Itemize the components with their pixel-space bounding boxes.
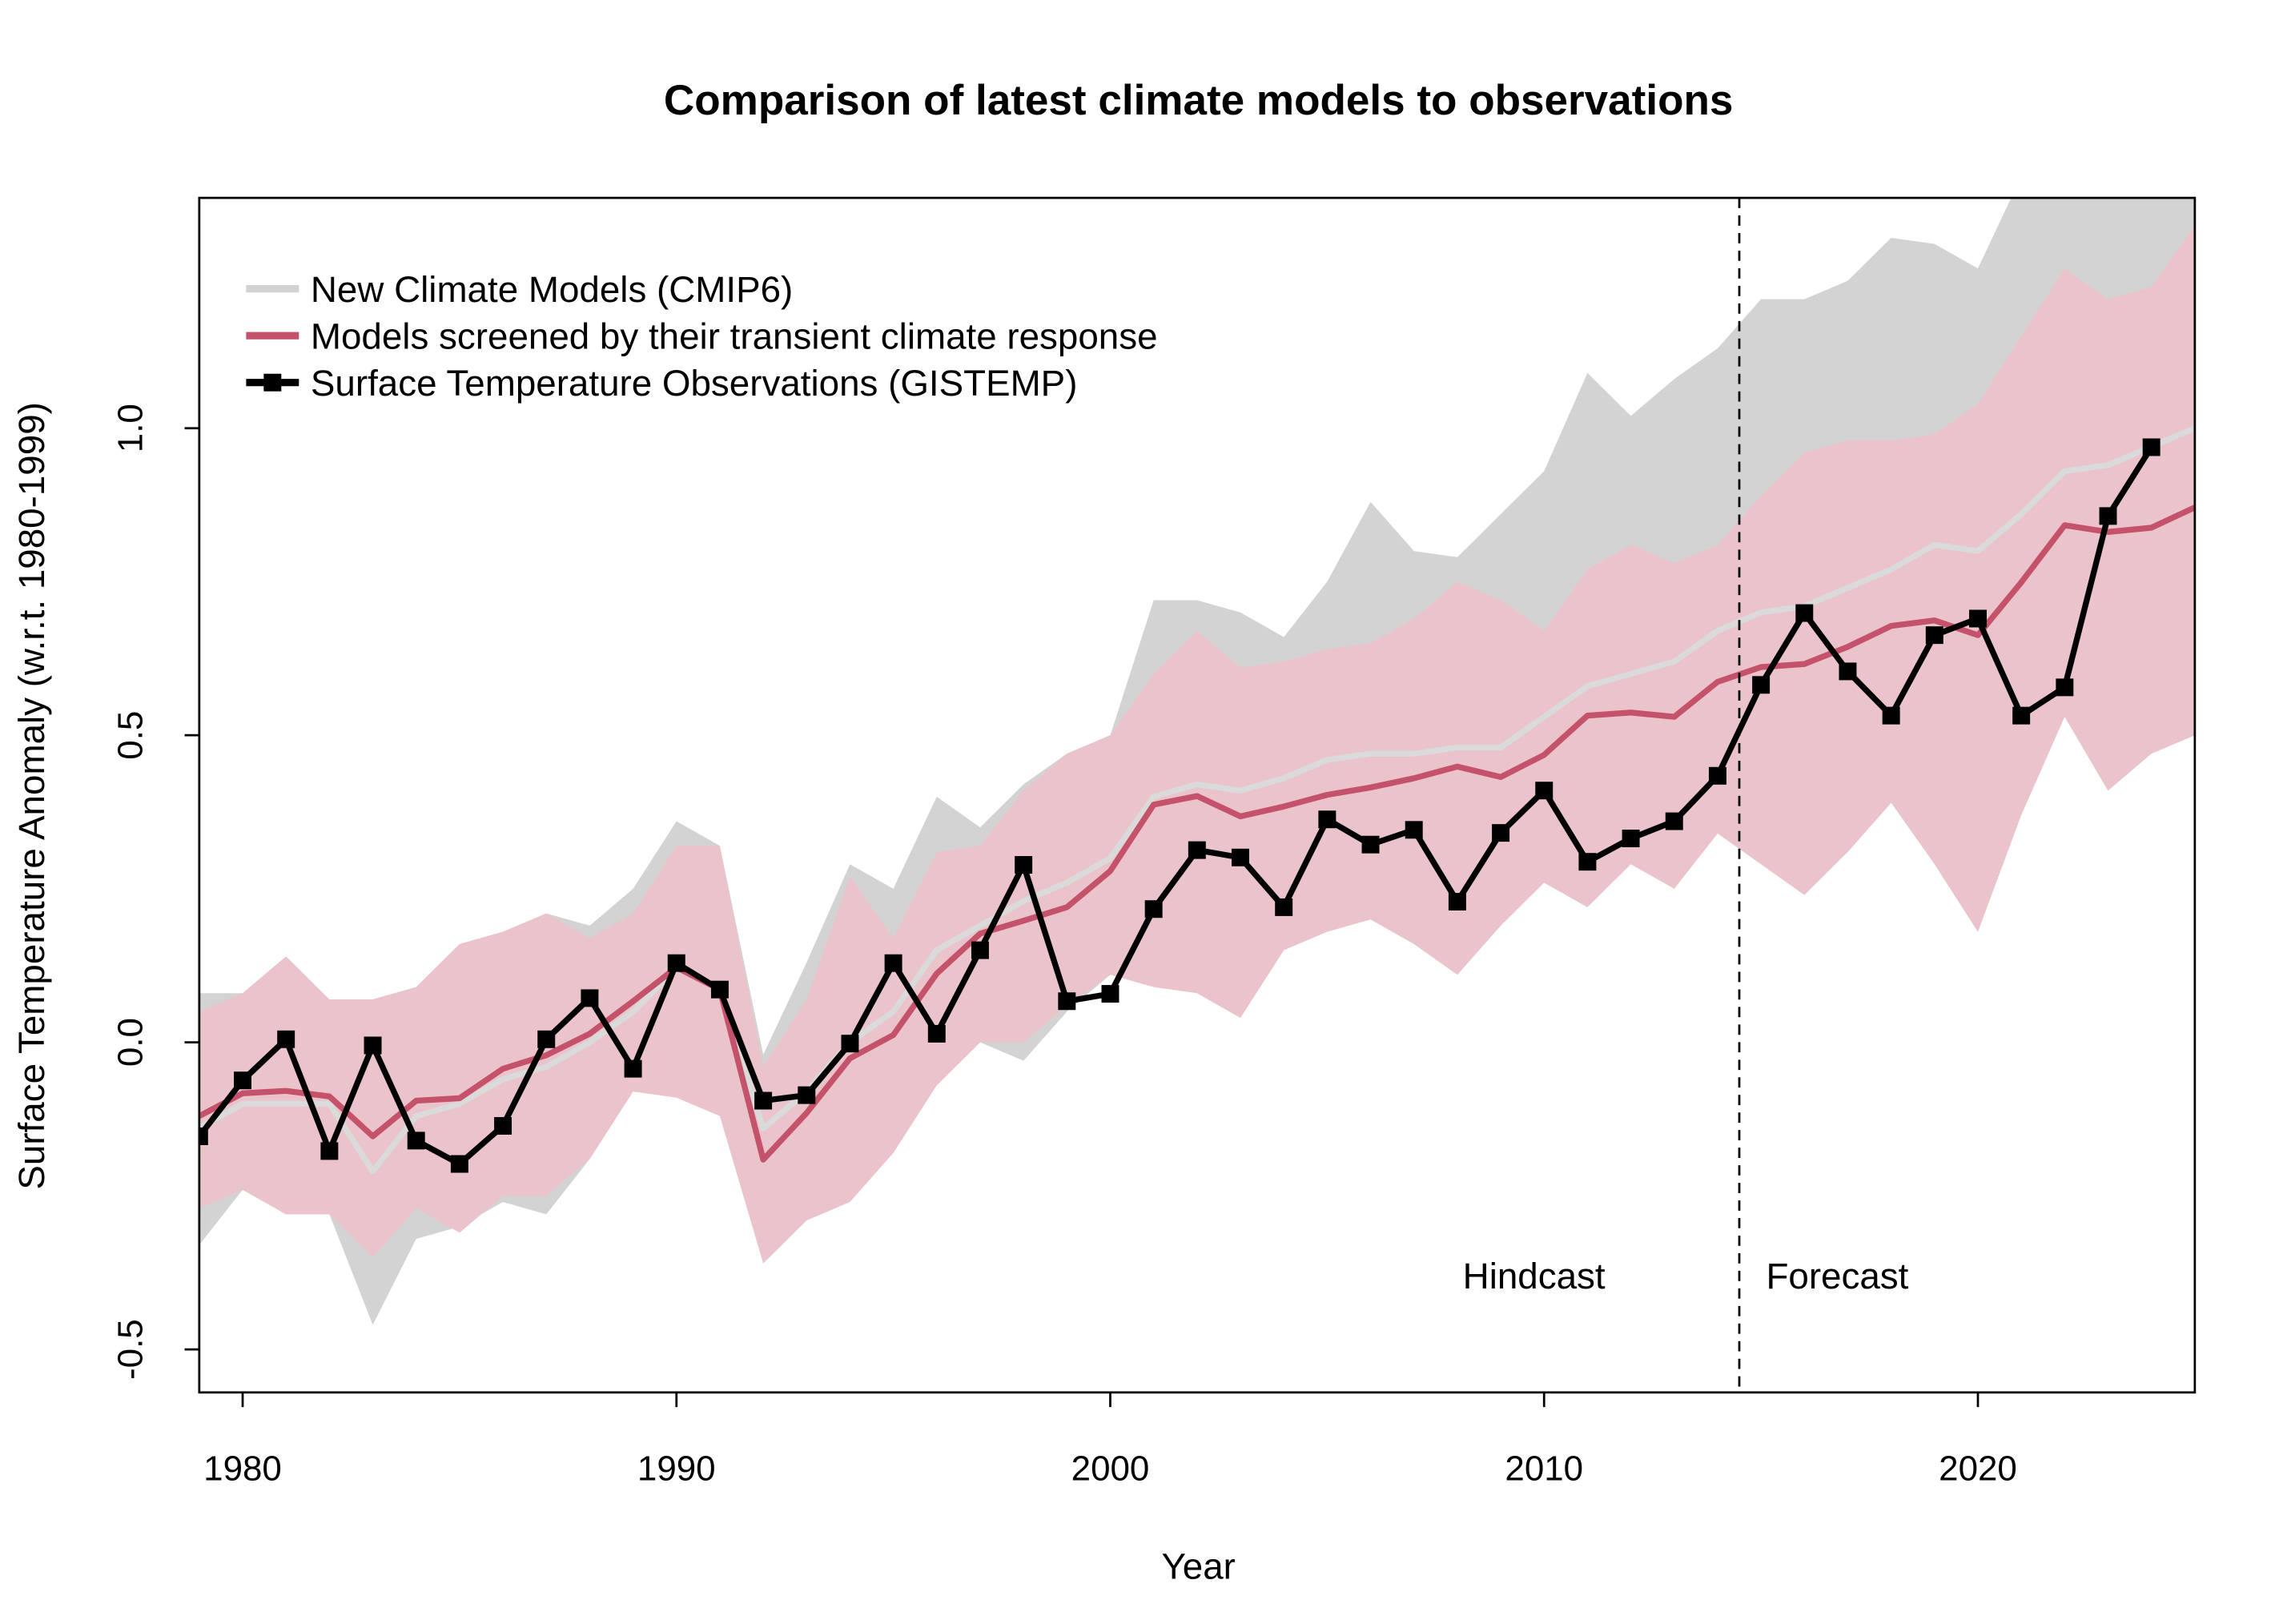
foreground: 1980 1990 2000 2010 2020 -0.5 0.0 0.5 1.0 New Cli…: [111, 196, 2197, 1489]
data-point: [407, 1132, 425, 1150]
data-point: [1708, 766, 1726, 785]
x-axis-label: Year: [1161, 1546, 1235, 1586]
y-tick-label: 0.0: [111, 1018, 150, 1067]
chart-title: Comparison of latest climate models to o…: [664, 77, 1733, 124]
data-point: [1535, 782, 1554, 800]
data-point: [1795, 604, 1814, 622]
x-tick-label: 2010: [1505, 1449, 1583, 1489]
y-tick-label: 0.5: [111, 711, 150, 760]
data-point: [1101, 985, 1119, 1003]
x-tick-label: 2000: [1071, 1449, 1150, 1489]
legend-label: Surface Temperature Observations (GISTEM…: [311, 363, 1078, 404]
data-point: [1969, 609, 1987, 628]
data-point: [1275, 898, 1293, 916]
data-point: [798, 1086, 816, 1104]
data-point: [1492, 824, 1510, 842]
annotation: Hindcast: [1463, 1256, 1606, 1296]
data-point: [1232, 848, 1249, 866]
data-point: [494, 1116, 512, 1135]
data-point: [1015, 856, 1033, 874]
data-point: [1058, 992, 1076, 1011]
data-point: [2099, 507, 2117, 525]
data-point: [320, 1142, 339, 1160]
data-point: [2056, 678, 2074, 697]
data-point: [1665, 812, 1683, 830]
data-point: [234, 1071, 251, 1090]
plot-frame: [198, 196, 2197, 1394]
data-point: [1839, 662, 1857, 681]
data-point: [1144, 900, 1163, 919]
legend-marker: [263, 373, 282, 392]
legend-label: Models screened by their transient clima…: [311, 316, 1158, 357]
data-point: [667, 954, 685, 972]
data-point: [1448, 893, 1466, 910]
y-tick-label: -0.5: [111, 1319, 150, 1380]
data-point: [277, 1030, 295, 1048]
range-band: [199, 225, 2195, 1264]
data-point: [1361, 835, 1380, 854]
data-point: [710, 980, 729, 999]
legend-label: New Climate Models (CMIP6): [311, 269, 793, 310]
series-line: [199, 445, 2154, 1168]
data-point: [1925, 626, 1943, 645]
data-point: [1405, 821, 1423, 839]
data-point: [1318, 810, 1336, 829]
data-point: [1752, 676, 1771, 694]
annotation: Forecast: [1766, 1256, 1908, 1296]
data-point: [1882, 706, 1900, 725]
x-tick-label: 1990: [637, 1449, 716, 1489]
data-point: [537, 1030, 556, 1048]
data-point: [364, 1036, 382, 1055]
data-point: [971, 941, 989, 959]
data-point: [841, 1035, 859, 1053]
data-point: [927, 1024, 946, 1043]
series-line: [199, 504, 2195, 1163]
data-point: [754, 1091, 773, 1110]
data-point: [624, 1059, 642, 1078]
data-point: [2012, 706, 2031, 725]
data-point: [884, 954, 902, 972]
data-point: [1578, 853, 1597, 871]
data-point: [581, 989, 599, 1007]
data-point: [1188, 841, 1206, 859]
plot-area: [199, 198, 2195, 1325]
y-tick-label: 1.0: [111, 404, 150, 452]
data-point: [2142, 438, 2160, 456]
x-tick-label: 2020: [1939, 1449, 2017, 1489]
data-point: [199, 1128, 208, 1145]
data-point: [1622, 830, 1640, 848]
data-point: [450, 1155, 468, 1173]
y-axis-label: Surface Temperature Anomaly (w.r.t. 1980…: [11, 402, 52, 1189]
x-tick-label: 1980: [203, 1449, 282, 1489]
